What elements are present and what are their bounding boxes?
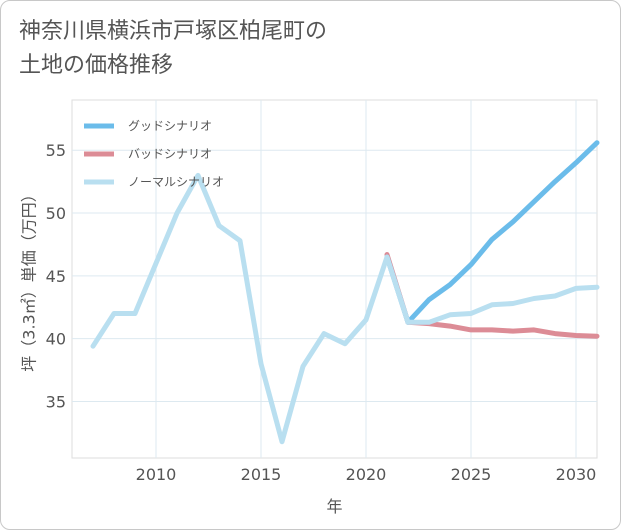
series-line-1 xyxy=(384,140,600,325)
legend-label: ノーマルシナリオ xyxy=(128,175,224,189)
y-tick-labels: 35 40 45 50 55 xyxy=(46,141,66,411)
chart-title-line-1: 神奈川県横浜市戸塚区柏尾町の xyxy=(19,19,328,44)
plot-frame xyxy=(71,99,598,459)
x-tick-label: 2030 xyxy=(556,465,597,484)
chart-title: 神奈川県横浜市戸塚区柏尾町の 土地の価格推移 xyxy=(19,15,327,83)
y-tick-label: 40 xyxy=(46,330,66,349)
x-tick-labels: 2010 2015 2020 2025 2030 xyxy=(136,465,597,484)
y-axis-label: 坪（3.3㎡）単価（万円） xyxy=(20,186,39,371)
x-tick-label: 2010 xyxy=(136,465,177,484)
y-tick-label: 50 xyxy=(46,204,66,223)
x-axis-label: 年 xyxy=(326,497,342,516)
y-tick-label: 35 xyxy=(46,392,66,411)
series-layer xyxy=(90,140,600,445)
x-tick-label: 2020 xyxy=(346,465,387,484)
series-line-3 xyxy=(90,172,600,445)
x-tick-label: 2015 xyxy=(241,465,282,484)
y-tick-label: 55 xyxy=(46,141,66,160)
legend-label: バッドシナリオ xyxy=(128,147,212,161)
y-tick-label: 45 xyxy=(46,267,66,286)
legend-label: グッドシナリオ xyxy=(128,119,212,133)
chart-title-line-2: 土地の価格推移 xyxy=(19,53,174,78)
x-tick-label: 2025 xyxy=(451,465,492,484)
